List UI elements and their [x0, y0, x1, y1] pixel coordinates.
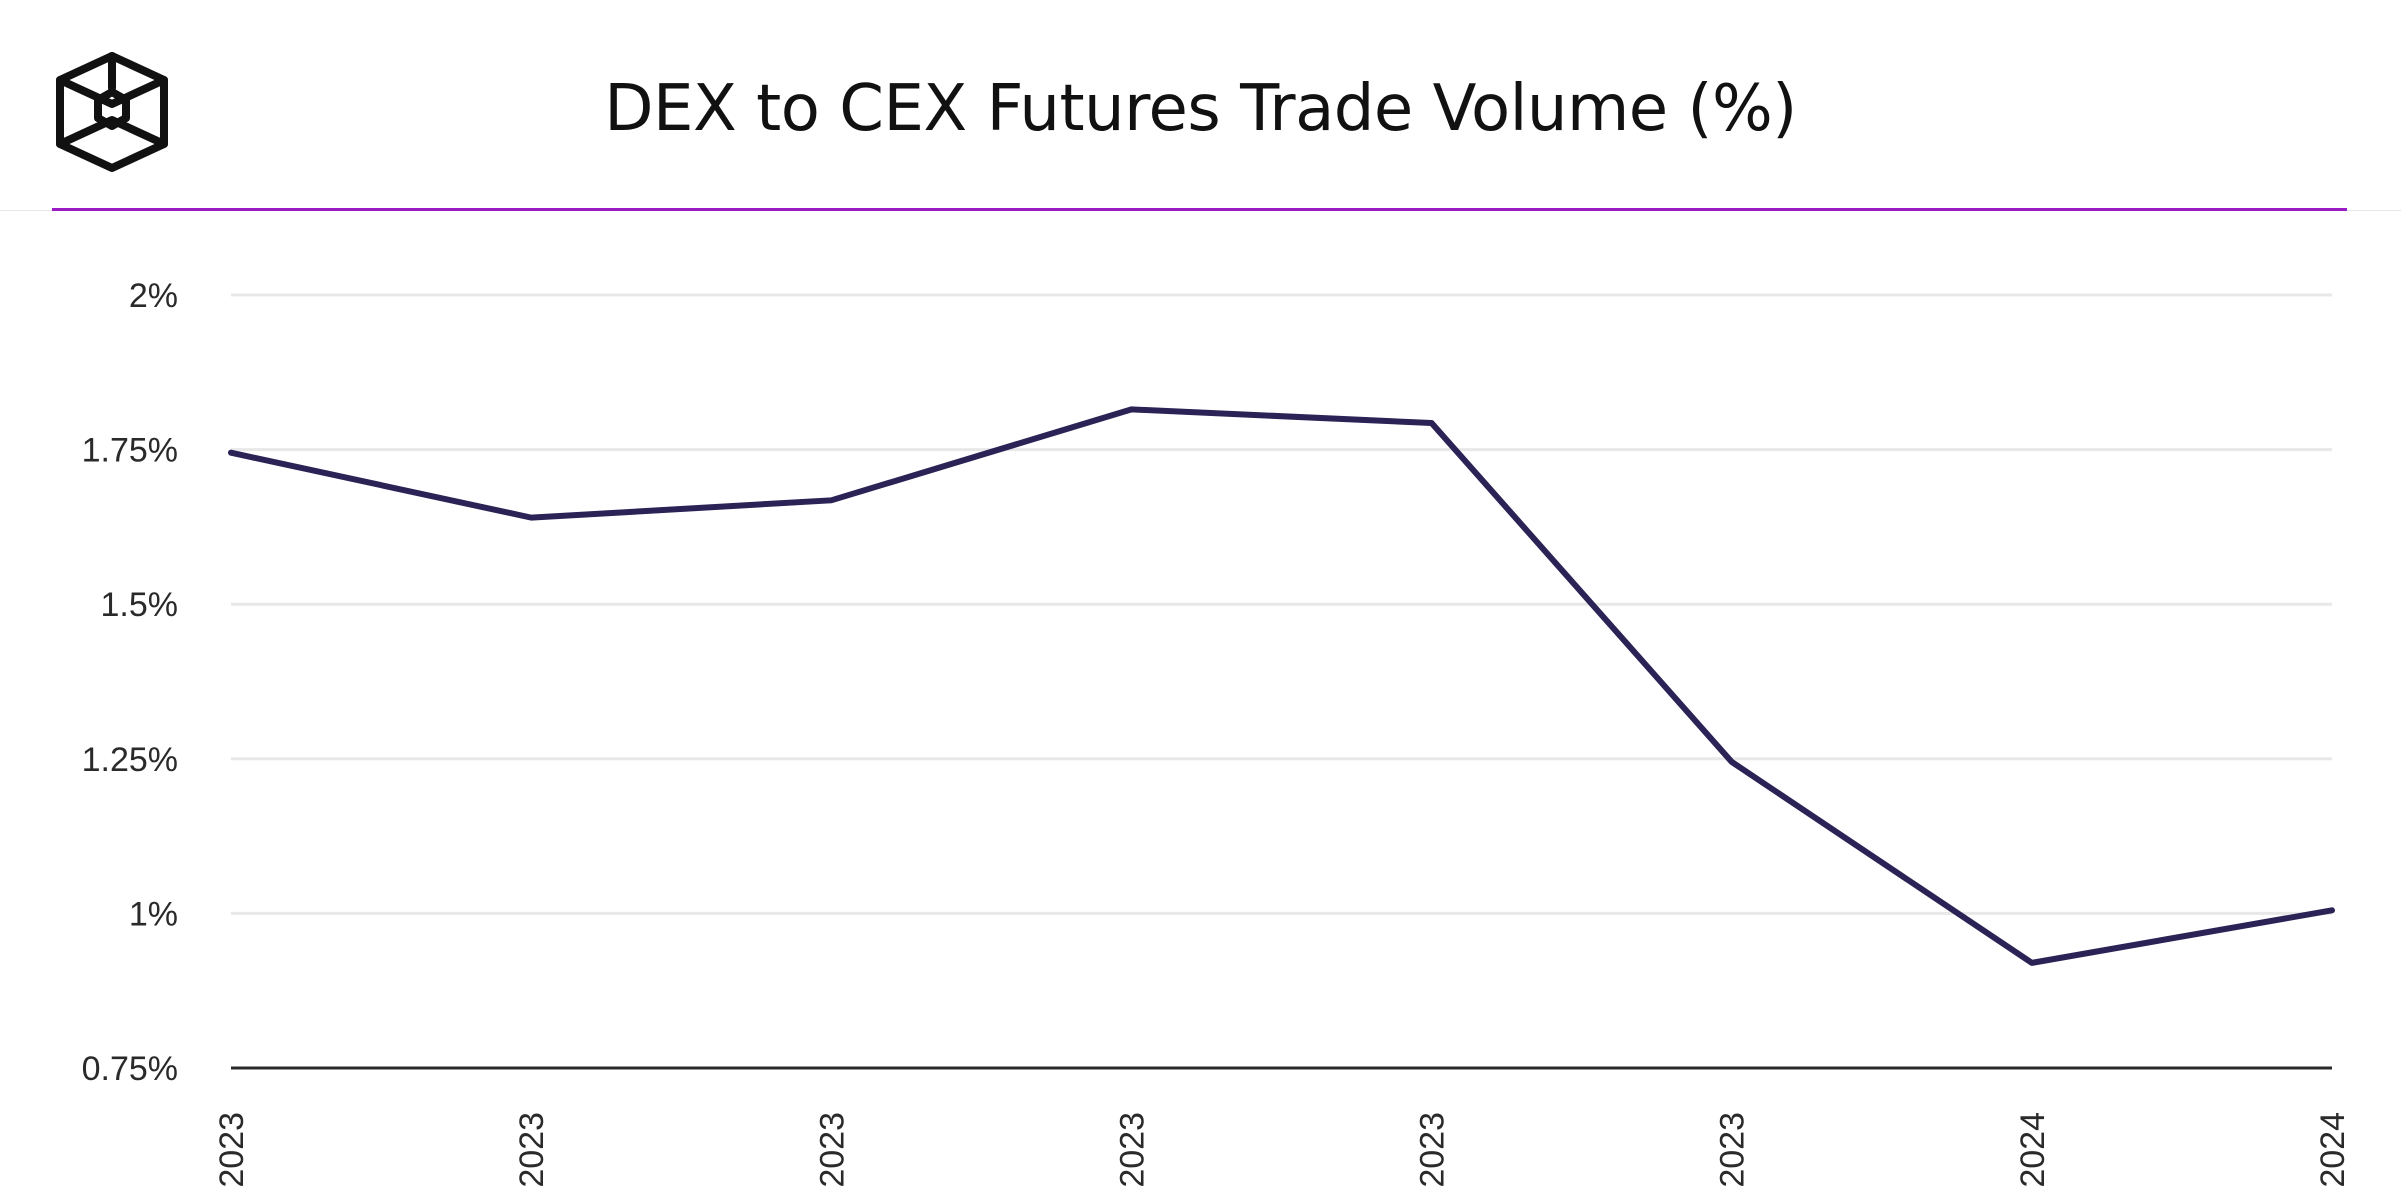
- x-tick-label: 2023: [1113, 1112, 1151, 1188]
- gridlines: [231, 293, 2332, 915]
- chart-title: DEX to CEX Futures Trade Volume (%): [604, 72, 1797, 146]
- x-tick-label: 2023: [213, 1112, 251, 1188]
- x-tick-label: 2024: [2014, 1112, 2052, 1188]
- x-tick-label: 2023: [1714, 1112, 1752, 1188]
- y-tick-label: 2%: [129, 277, 178, 315]
- x-tick-label: 2023: [513, 1112, 551, 1188]
- y-tick-label: 1.75%: [82, 432, 178, 470]
- series-line: [228, 406, 2335, 966]
- y-tick-label: 1%: [129, 895, 178, 933]
- x-tick-label: 2023: [1414, 1112, 1452, 1188]
- y-axis-ticks: 0.75% 1% 1.25% 1.5% 1.75% 2%: [82, 277, 178, 1088]
- y-tick-label: 1.25%: [82, 741, 178, 779]
- y-tick-label: 0.75%: [82, 1050, 178, 1088]
- x-axis-ticks: 2023 2023 2023 2023 2023 2023 2024 2024: [213, 1112, 2352, 1188]
- chart-header: DEX to CEX Futures Trade Volume (%): [0, 0, 2401, 211]
- x-tick-label: 2023: [813, 1112, 851, 1188]
- x-tick-label: 2024: [2314, 1112, 2352, 1188]
- accent-divider: [52, 208, 2347, 211]
- cube-logo-icon: [56, 52, 168, 172]
- series-layer: [228, 406, 2335, 966]
- y-tick-label: 1.5%: [101, 586, 179, 624]
